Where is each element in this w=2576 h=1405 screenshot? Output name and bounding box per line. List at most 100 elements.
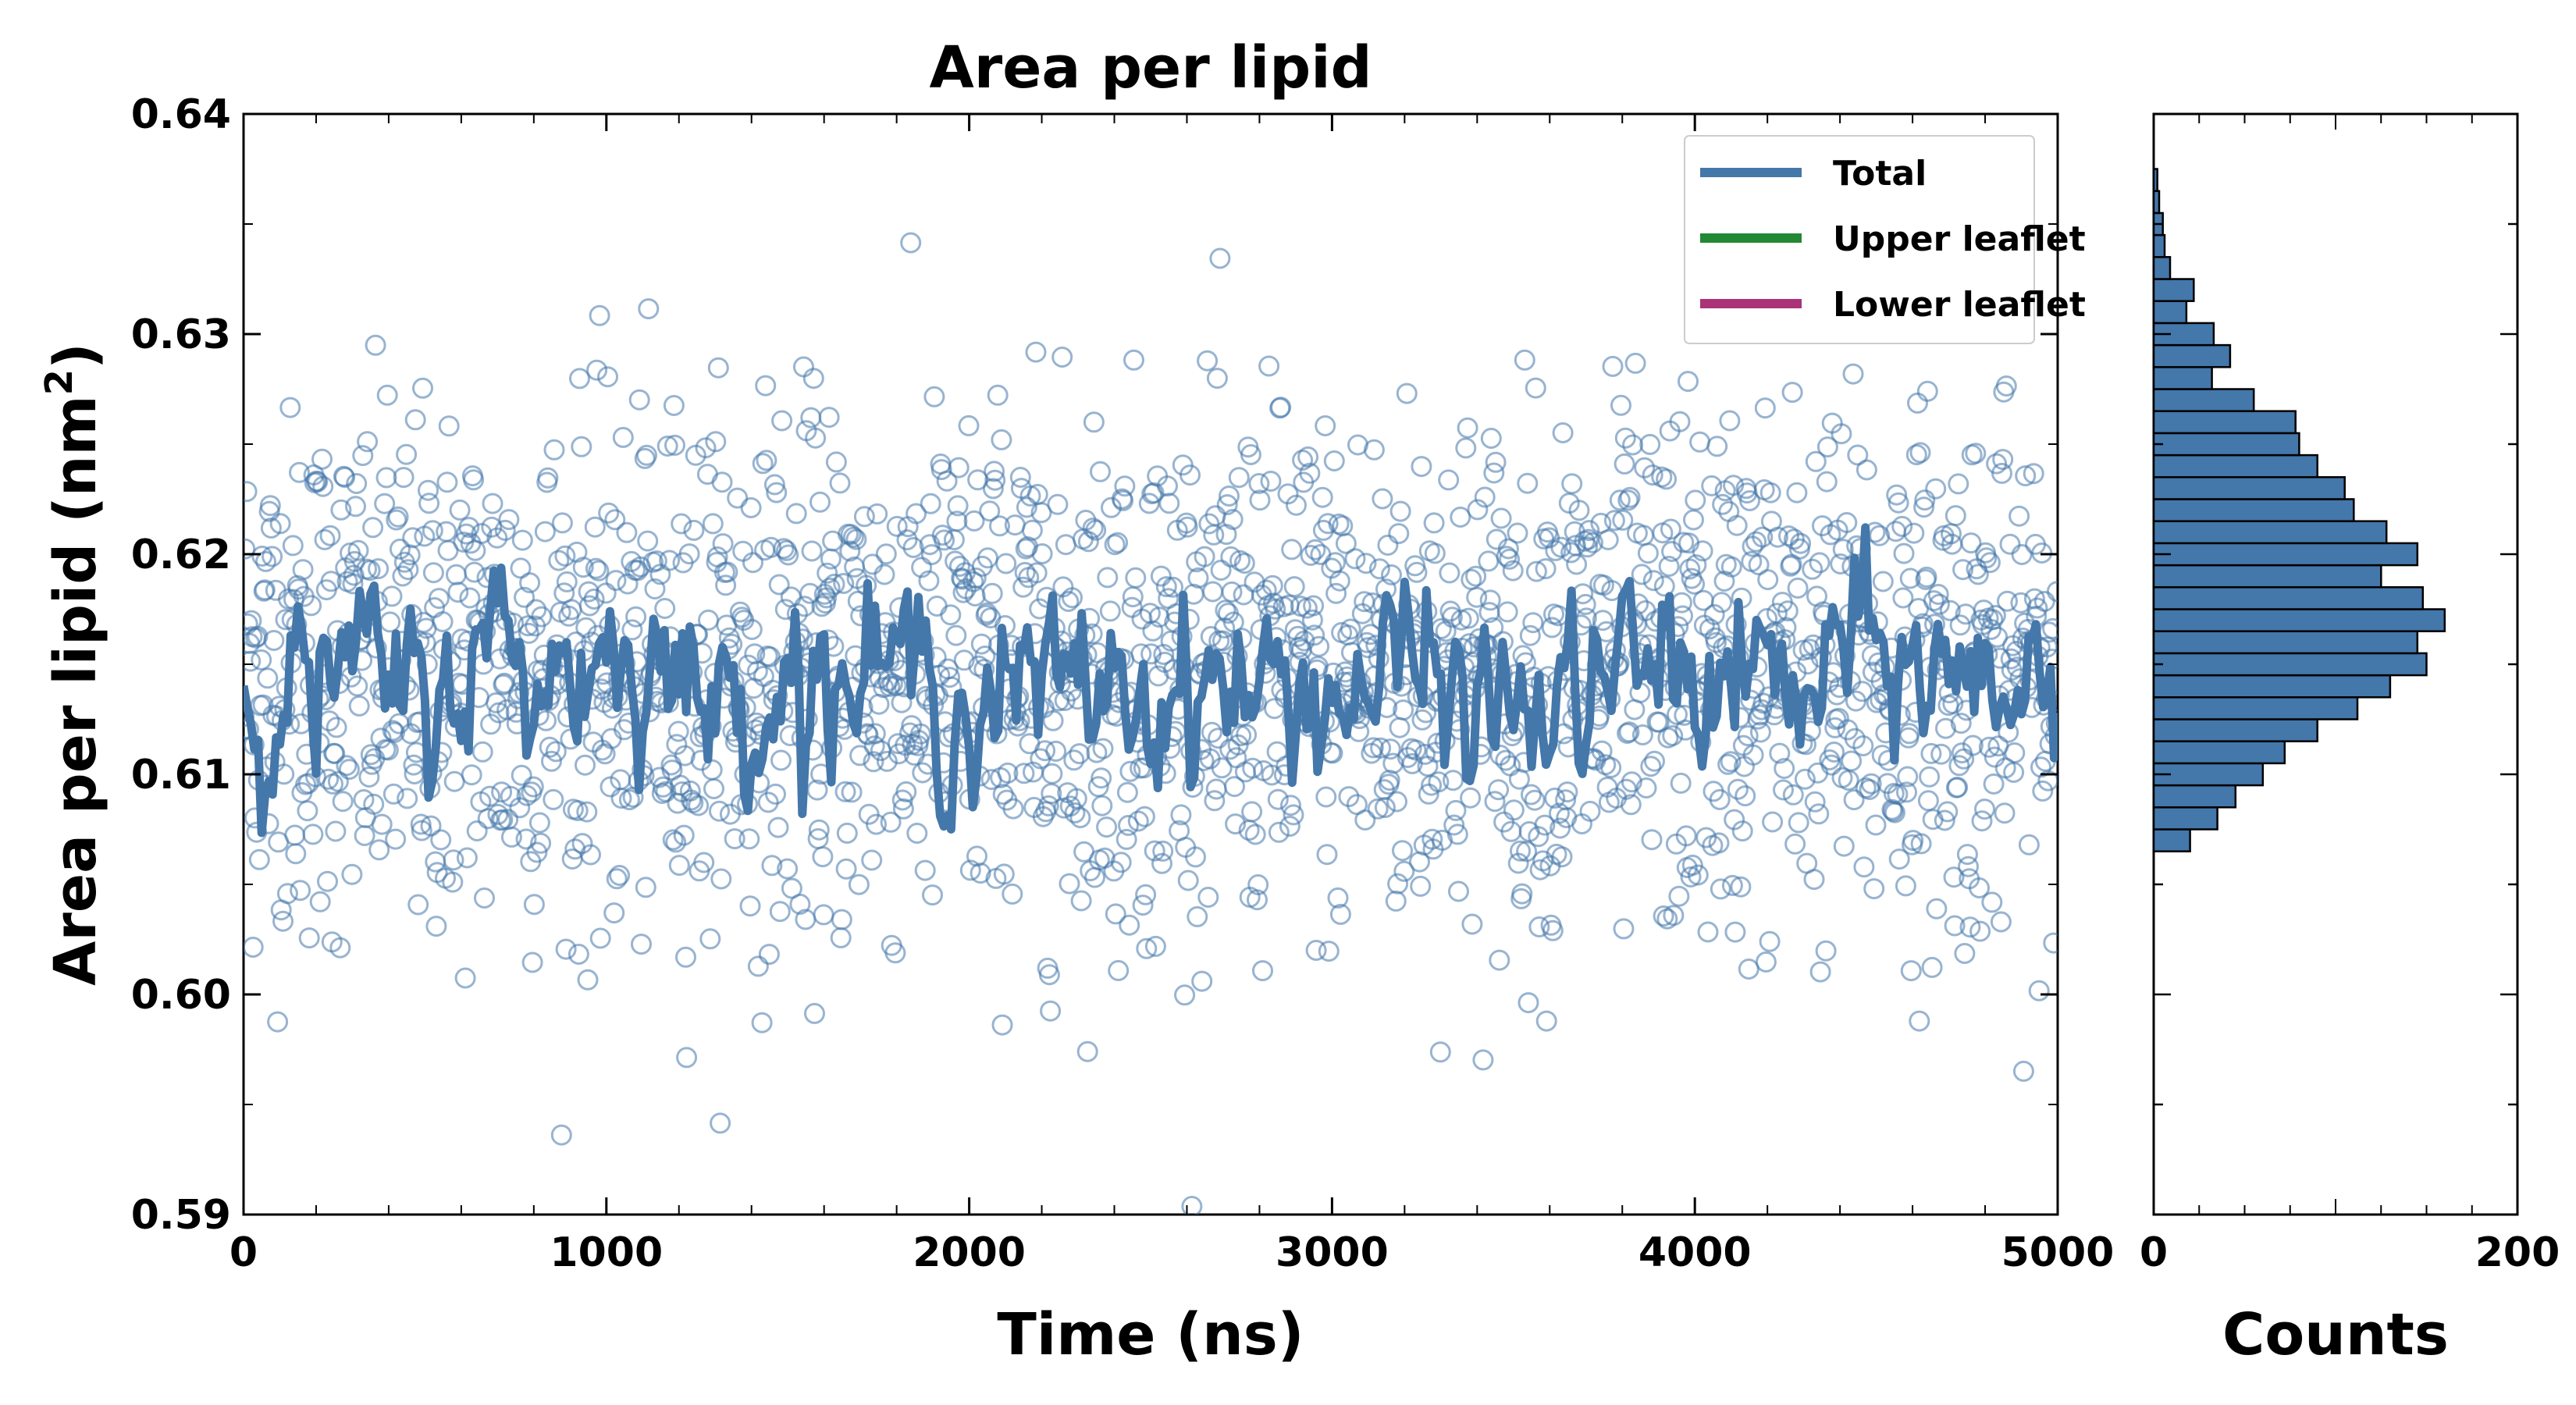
- scatter-point: [1809, 552, 1831, 574]
- scatter-point: [1009, 467, 1031, 488]
- scatter-point: [1414, 743, 1436, 765]
- scatter-point: [1832, 539, 1854, 560]
- scatter-point: [1984, 746, 2005, 768]
- scatter-point: [806, 779, 828, 801]
- scatter-point: [402, 527, 424, 549]
- scatter-point: [1503, 799, 1525, 821]
- scatter-point: [1467, 499, 1489, 521]
- scatter-point: [282, 535, 304, 557]
- scatter-point: [628, 389, 650, 411]
- scatter-point: [1916, 380, 1938, 402]
- scatter-point: [886, 515, 908, 537]
- scatter-point: [605, 570, 627, 592]
- scatter-point: [1863, 878, 1885, 900]
- scatter-point: [989, 515, 1010, 537]
- scatter-point: [1754, 397, 1776, 419]
- scatter-point: [1429, 1041, 1451, 1063]
- scatter-point: [1787, 577, 1809, 599]
- scatter-point: [618, 789, 640, 811]
- scatter-point: [1542, 919, 1564, 941]
- scatter-point: [902, 537, 924, 558]
- scatter-point: [1660, 518, 1681, 540]
- scatter-point: [609, 865, 631, 886]
- scatter-point: [347, 539, 369, 561]
- scatter-point: [1435, 621, 1457, 642]
- scatter-point: [1672, 605, 1693, 627]
- scatter-point: [1157, 475, 1178, 497]
- scatter-point: [1500, 755, 1521, 777]
- scatter-point: [327, 770, 349, 792]
- scatter-point: [386, 509, 407, 531]
- scatter-point: [765, 783, 786, 805]
- scatter-point: [1443, 770, 1464, 791]
- scatter-point: [522, 776, 544, 798]
- scatter-point: [1958, 855, 1979, 877]
- scatter-point: [1658, 556, 1680, 577]
- scatter-point: [1991, 462, 2012, 484]
- scatter-point: [861, 849, 883, 871]
- scatter-point: [381, 585, 403, 607]
- scatter-point: [848, 873, 870, 895]
- scatter-point: [824, 573, 845, 595]
- scatter-point: [1125, 567, 1147, 589]
- scatter-point: [1367, 798, 1389, 820]
- scatter-point: [443, 849, 464, 871]
- scatter-point: [746, 660, 768, 682]
- y-axis-title-main: Area per lipid (nm: [42, 395, 109, 985]
- scatter-point: [1247, 889, 1268, 911]
- scatter-point: [556, 571, 578, 592]
- scatter-point: [1303, 595, 1325, 617]
- scatter-point: [1962, 735, 1984, 756]
- histogram-bar: [2152, 476, 2346, 500]
- scatter-point: [397, 559, 419, 581]
- scatter-point: [463, 469, 485, 491]
- scatter-point: [1833, 835, 1855, 857]
- scatter-point: [1517, 472, 1539, 494]
- scatter-point: [1656, 468, 1678, 490]
- scatter-point: [298, 927, 320, 949]
- scatter-point: [1127, 810, 1149, 832]
- scatter-point: [1735, 785, 1756, 807]
- scatter-point: [1721, 874, 1743, 896]
- scatter-point: [1026, 562, 1048, 584]
- scatter-point: [1816, 471, 1838, 493]
- scatter-point: [1927, 584, 1949, 605]
- scatter-point: [1872, 571, 1894, 592]
- scatter-point: [1529, 859, 1551, 880]
- scatter-point: [523, 894, 545, 916]
- scatter-point: [422, 562, 444, 584]
- scatter-point: [1976, 547, 1998, 569]
- scatter-point: [710, 1112, 731, 1134]
- scatter-point: [953, 649, 975, 671]
- scatter-point: [895, 781, 917, 802]
- scatter-point: [363, 793, 385, 815]
- scatter-point: [1602, 355, 1624, 377]
- scatter-point: [1577, 536, 1598, 558]
- scatter-point: [1956, 844, 1978, 866]
- scatter-point: [481, 516, 503, 538]
- scatter-point: [1778, 525, 1799, 547]
- scatter-point: [251, 546, 273, 567]
- histogram-bar: [2152, 674, 2392, 699]
- scatter-point: [347, 675, 368, 697]
- scatter-point: [1909, 1010, 1930, 1032]
- scatter-point: [318, 768, 340, 790]
- scatter-point: [785, 503, 807, 525]
- scatter-point: [276, 883, 298, 905]
- scatter-point: [1281, 539, 1303, 560]
- scatter-point: [777, 858, 799, 880]
- scatter-point: [1742, 744, 1764, 766]
- scatter-point: [2004, 742, 2026, 763]
- scatter-point: [418, 479, 439, 501]
- legend-label-total: Total: [1833, 154, 1927, 194]
- scatter-point: [1021, 519, 1043, 541]
- scatter-point: [1058, 591, 1080, 612]
- scatter-point: [1185, 846, 1206, 868]
- scatter-point: [1187, 905, 1208, 927]
- scatter-point: [1516, 841, 1538, 863]
- scatter-point: [1236, 724, 1258, 745]
- scatter-point: [1144, 935, 1166, 957]
- scatter-point: [1885, 521, 1907, 542]
- scatter-point: [375, 467, 397, 489]
- scatter-point: [2011, 544, 2033, 565]
